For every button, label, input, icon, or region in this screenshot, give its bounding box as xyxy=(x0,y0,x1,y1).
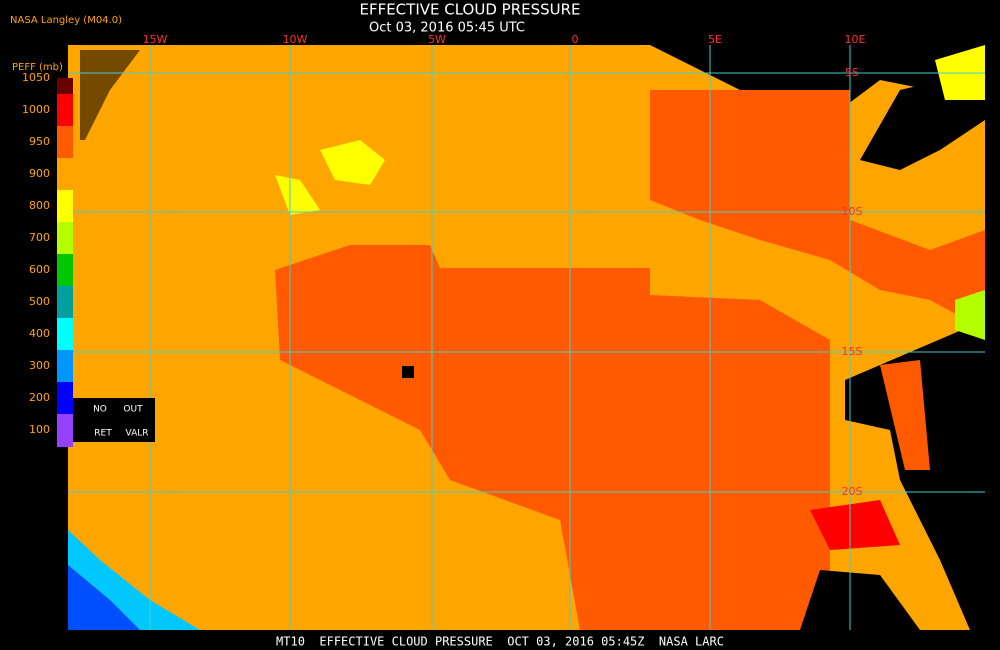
cloud-mid xyxy=(275,245,830,630)
flag-label: NO xyxy=(93,405,107,415)
legend-swatch xyxy=(57,78,73,95)
source-label: NASA Langley (M04.0) xyxy=(10,15,122,26)
cloud-high xyxy=(810,500,900,550)
legend-label: 400 xyxy=(29,327,50,340)
land xyxy=(650,45,985,110)
cloud-mid xyxy=(880,360,930,470)
legend-label: 1000 xyxy=(22,103,50,116)
cloud-top xyxy=(275,175,320,215)
legend-label: 100 xyxy=(29,423,50,436)
legend-label: 200 xyxy=(29,391,50,404)
legend-label: 1050 xyxy=(22,71,50,84)
legend-swatch xyxy=(57,222,73,255)
legend-label: 500 xyxy=(29,295,50,308)
flag-label: VALR xyxy=(125,429,148,439)
legend-swatch xyxy=(57,158,73,191)
longitude-label: 10E xyxy=(845,33,866,46)
clear-patch xyxy=(402,366,414,378)
flag-box xyxy=(73,398,155,442)
legend-label: 950 xyxy=(29,135,50,148)
clear-patch xyxy=(800,570,920,630)
legend-label: 700 xyxy=(29,231,50,244)
legend-label: 300 xyxy=(29,359,50,372)
legend-swatch xyxy=(57,318,73,351)
latitude-label: 15S xyxy=(842,345,863,358)
longitude-label: 15W xyxy=(143,33,168,46)
title: EFFECTIVE CLOUD PRESSURE xyxy=(359,1,580,19)
flag-label: RET xyxy=(94,429,112,439)
legend-label: 900 xyxy=(29,167,50,180)
cloud-top xyxy=(68,565,140,630)
legend-swatch xyxy=(57,382,73,415)
footer: MT10 EFFECTIVE CLOUD PRESSURE OCT 03, 20… xyxy=(276,635,724,649)
legend-title: PEFF (mb) xyxy=(12,62,63,73)
cloud-top xyxy=(320,140,385,185)
timestamp: Oct 03, 2016 05:45 UTC xyxy=(369,21,525,36)
legend-swatch xyxy=(57,94,73,127)
legend-swatch xyxy=(57,414,73,447)
land xyxy=(845,320,985,630)
cloud-low xyxy=(68,45,320,160)
longitude-label: 5W xyxy=(428,33,446,46)
legend-label: 800 xyxy=(29,199,50,212)
latitude-label: 20S xyxy=(842,485,863,498)
legend-swatch xyxy=(57,254,73,287)
flag-label: OUT xyxy=(123,405,143,415)
legend: PEFF (mb) 1050 1000 950 900 800 700 600 500 400 3… xyxy=(12,62,155,447)
longitude-label: 0 xyxy=(572,33,579,46)
cloud-mid xyxy=(650,90,985,330)
latitude-label: 5S xyxy=(845,66,859,79)
longitude-label: 5E xyxy=(708,33,722,46)
legend-swatch xyxy=(57,286,73,319)
legend-swatch xyxy=(57,350,73,383)
cloud-top xyxy=(955,290,985,340)
legend-swatch xyxy=(57,190,73,223)
legend-label: 600 xyxy=(29,263,50,276)
longitude-label: 10W xyxy=(283,33,308,46)
graticule: 15W 10W 5W 0 5E 10E 5S 10S 15S 20S xyxy=(68,33,985,630)
legend-swatch xyxy=(57,126,73,159)
latitude-label: 10S xyxy=(842,205,863,218)
map-image xyxy=(68,45,985,630)
